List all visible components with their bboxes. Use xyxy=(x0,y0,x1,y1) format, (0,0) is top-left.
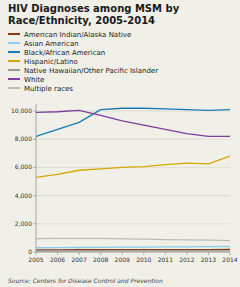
grid-line xyxy=(36,139,230,140)
y-tick-label: 6,000 xyxy=(15,163,32,170)
x-axis xyxy=(36,252,230,253)
x-tick xyxy=(79,252,80,255)
legend-swatch xyxy=(8,78,20,80)
y-tick-label: 0 xyxy=(28,248,32,255)
y-tick xyxy=(33,139,36,140)
series-line xyxy=(36,108,230,136)
series-line xyxy=(36,156,230,177)
x-tick-label: 2008 xyxy=(93,256,108,263)
legend-swatch xyxy=(8,33,20,35)
source-note: Source: Centers for Disease Control and … xyxy=(8,277,163,284)
y-tick xyxy=(33,223,36,224)
legend-label: White xyxy=(24,76,44,84)
y-tick xyxy=(33,195,36,196)
x-tick xyxy=(122,252,123,255)
legend-label: Asian American xyxy=(24,40,79,48)
grid-line xyxy=(36,252,230,253)
x-tick-label: 2011 xyxy=(158,256,173,263)
x-tick-label: 2009 xyxy=(115,256,130,263)
x-tick-label: 2007 xyxy=(71,256,86,263)
plot-lines xyxy=(36,108,230,251)
legend-swatch xyxy=(8,87,20,89)
grid-line xyxy=(36,223,230,224)
legend-label: American Indian/Alaska Native xyxy=(24,31,131,39)
legend-label: Multiple races xyxy=(24,85,73,93)
series-line xyxy=(36,250,230,251)
x-tick xyxy=(186,252,187,255)
series-line xyxy=(36,249,230,251)
x-tick-label: 2013 xyxy=(201,256,216,263)
x-tick-label: 2006 xyxy=(50,256,65,263)
y-tick xyxy=(33,111,36,112)
x-tick xyxy=(208,252,209,255)
legend-swatch xyxy=(8,69,20,71)
y-tick-label: 8,000 xyxy=(15,135,32,142)
x-tick xyxy=(143,252,144,255)
legend: American Indian/Alaska NativeAsian Ameri… xyxy=(8,31,158,93)
background xyxy=(0,0,240,287)
x-tick-label: 2010 xyxy=(136,256,151,263)
y-tick-label: 4,000 xyxy=(15,192,32,199)
x-tick xyxy=(165,252,166,255)
legend-swatch xyxy=(8,51,20,53)
x-tick-label: 2012 xyxy=(179,256,194,263)
y-axis xyxy=(36,104,37,252)
legend-label: Black/African American xyxy=(24,49,105,57)
legend-swatch xyxy=(8,60,20,62)
series-line xyxy=(36,238,230,240)
legend-label: Hispanic/Latino xyxy=(24,58,78,66)
legend-label: Native Hawaiian/Other Pacific Islander xyxy=(24,67,158,75)
x-tick xyxy=(57,252,58,255)
chart: HIV Diagnoses among MSM byRace/Ethnicity… xyxy=(0,0,240,287)
x-tick xyxy=(100,252,101,255)
series-line xyxy=(36,110,230,136)
y-tick-label: 10,000 xyxy=(11,107,32,114)
x-tick xyxy=(230,252,231,255)
grid-line xyxy=(36,195,230,196)
legend-swatch xyxy=(8,42,20,44)
x-tick xyxy=(36,252,37,255)
series-line xyxy=(36,247,230,248)
x-tick-label: 2014 xyxy=(222,256,237,263)
title: HIV Diagnoses among MSM byRace/Ethnicity… xyxy=(8,3,180,26)
title-line: HIV Diagnoses among MSM by xyxy=(8,3,180,14)
x-tick-label: 2005 xyxy=(28,256,43,263)
y-tick-label: 2,000 xyxy=(15,220,32,227)
title-line: Race/Ethnicity, 2005-2014 xyxy=(8,15,155,26)
y-tick xyxy=(33,252,36,253)
y-tick xyxy=(33,167,36,168)
